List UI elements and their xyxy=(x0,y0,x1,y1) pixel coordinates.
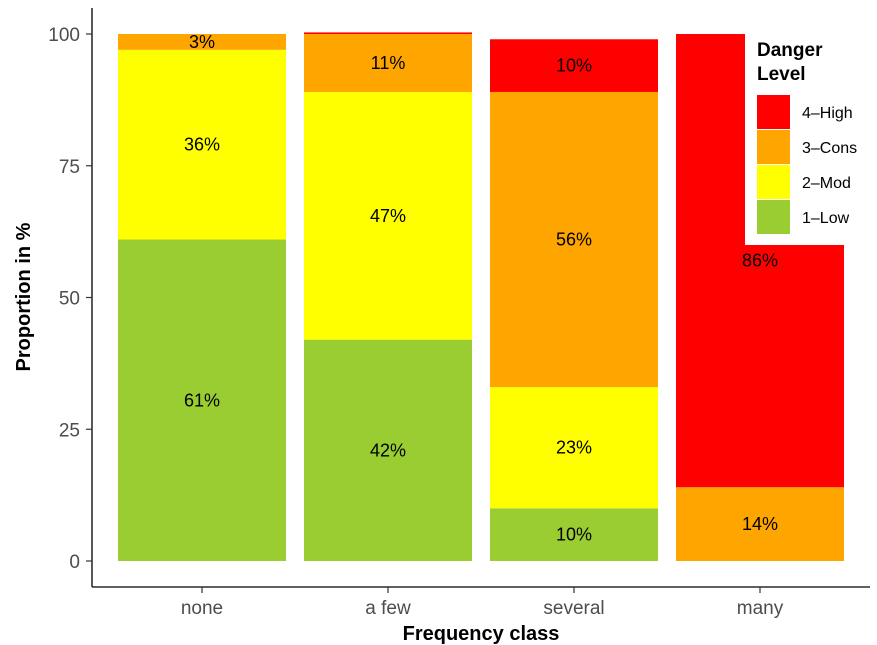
bar-several-4-high xyxy=(490,39,658,92)
legend-key-3-cons xyxy=(757,130,790,164)
legend-label-1-low: 1–Low xyxy=(802,210,850,227)
data-label-a-few-1-low: 42% xyxy=(370,440,406,460)
x-tick-label-many: many xyxy=(737,598,784,619)
bar-several-3-cons xyxy=(490,91,658,388)
data-label-none-2-mod: 36% xyxy=(184,135,220,155)
y-tick-label: 75 xyxy=(59,157,80,178)
x-tick-label-a-few: a few xyxy=(365,598,411,619)
bar-several-2-mod xyxy=(490,387,658,509)
y-tick-label: 100 xyxy=(48,25,80,46)
data-label-several-2-mod: 23% xyxy=(556,438,592,458)
bar-several-1-low xyxy=(490,508,658,561)
data-label-several-4-high: 10% xyxy=(556,56,592,76)
x-tick-label-none: none xyxy=(181,598,223,619)
bar-a-few-4-high xyxy=(304,32,472,34)
bar-a-few-1-low xyxy=(304,339,472,561)
bar-a-few-3-cons xyxy=(304,34,472,92)
data-label-a-few-2-mod: 47% xyxy=(370,206,406,226)
y-axis-title: Proportion in % xyxy=(13,222,35,371)
bar-many-3-cons xyxy=(676,487,844,561)
bar-none-3-cons xyxy=(118,34,286,50)
data-label-none-3-cons: 3% xyxy=(189,32,215,52)
legend: Danger Level 4–High 3–Cons 2–Mod 1–Low xyxy=(745,30,875,245)
legend-key-1-low xyxy=(757,200,790,234)
legend-label-4-high: 4–High xyxy=(802,105,853,122)
bar-a-few-2-mod xyxy=(304,91,472,340)
legend-title-line-1: Danger xyxy=(757,40,823,61)
bar-none-2-mod xyxy=(118,49,286,240)
data-label-none-1-low: 61% xyxy=(184,390,220,410)
data-label-several-3-cons: 56% xyxy=(556,230,592,250)
plot-area: 61% 36% 3% 42% 47% 11% 10% 23% 56% 10% 14% 86% xyxy=(118,32,844,561)
data-label-many-3-cons: 14% xyxy=(742,514,778,534)
legend-label-2-mod: 2–Mod xyxy=(802,175,851,192)
y-tick-label: 0 xyxy=(69,552,80,573)
legend-label-3-cons: 3–Cons xyxy=(802,140,857,157)
legend-key-4-high xyxy=(757,95,790,129)
x-axis-title: Frequency class xyxy=(403,623,560,645)
axes: 0 25 50 75 100 none a few several many xyxy=(48,25,783,619)
x-tick-label-several: several xyxy=(543,598,604,619)
data-label-several-1-low: 10% xyxy=(556,525,592,545)
bar-none-1-low xyxy=(118,239,286,561)
y-tick-label: 25 xyxy=(59,420,80,441)
data-label-many-4-high: 86% xyxy=(742,251,778,271)
data-label-a-few-3-cons: 11% xyxy=(371,53,406,73)
legend-title-line-2: Level xyxy=(757,64,806,85)
y-tick-label: 50 xyxy=(59,289,80,310)
legend-key-2-mod xyxy=(757,165,790,199)
